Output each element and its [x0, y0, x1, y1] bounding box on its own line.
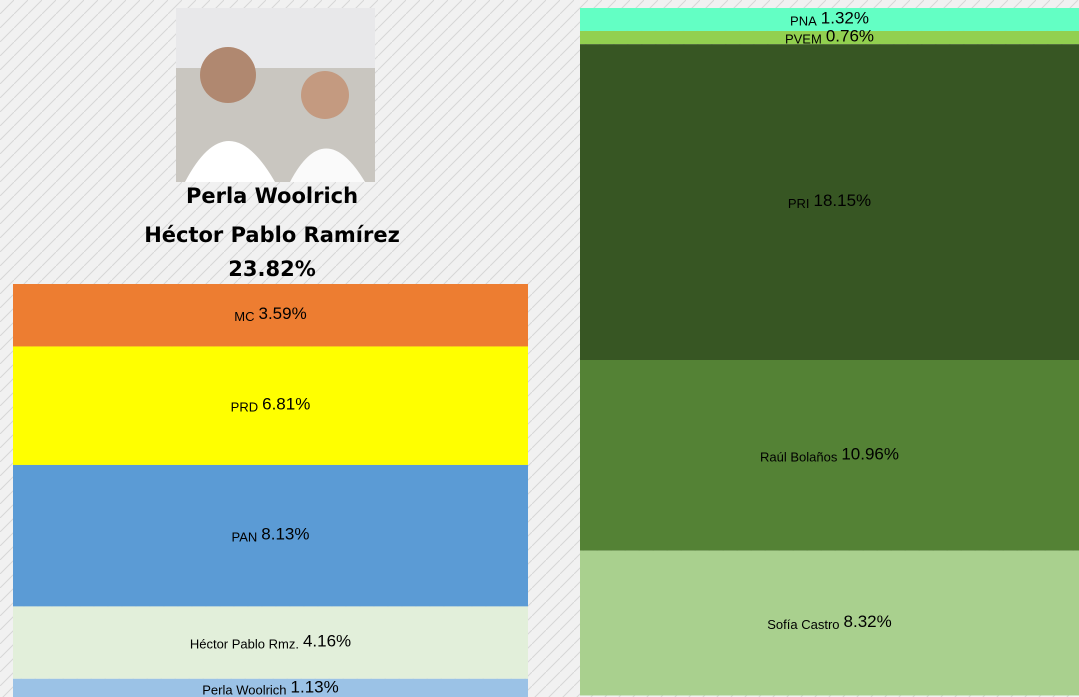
segment-name: Raúl Bolaños [760, 450, 838, 465]
segment-value: 4.16% [303, 632, 351, 651]
segment-value: 6.81% [262, 395, 310, 414]
segment-name: PAN [232, 530, 258, 545]
segment-value: 8.32% [844, 613, 892, 632]
segment [580, 8, 1079, 31]
segment-label: PAN 8.13% [232, 525, 310, 545]
segment [580, 550, 1079, 696]
segment [13, 678, 528, 697]
segment [580, 30, 1079, 45]
segment [13, 464, 528, 607]
segment-name: PVEM [785, 32, 822, 47]
header-line: Héctor Pablo Ramírez [144, 223, 400, 247]
segment-name: Héctor Pablo Rmz. [190, 637, 299, 652]
segment [580, 44, 1079, 361]
segment-value: 1.13% [291, 678, 339, 697]
segment-value: 8.13% [261, 525, 309, 544]
segment-name: Perla Woolrich [202, 683, 286, 697]
segment [580, 360, 1079, 551]
segment-label: PVEM 0.76% [785, 27, 874, 47]
photo [176, 8, 375, 182]
header-line: Perla Woolrich [186, 184, 358, 208]
segment-label: PRI 18.15% [788, 192, 871, 212]
segment-label: PRD 6.81% [231, 395, 311, 415]
segment-name: PRD [231, 400, 258, 415]
segment-value: 1.32% [821, 9, 869, 28]
segment [13, 606, 528, 679]
segment-name: Sofía Castro [767, 618, 839, 633]
segment-name: MC [234, 310, 254, 325]
segment [13, 346, 528, 465]
segment-label: MC 3.59% [234, 305, 306, 325]
segment-label: Héctor Pablo Rmz. 4.16% [190, 632, 351, 652]
segment-value: 10.96% [841, 445, 899, 464]
segment-label: PNA 1.32% [790, 9, 869, 29]
segment-name: PRI [788, 197, 810, 212]
segment-value: 3.59% [259, 305, 307, 324]
segment-value: 0.76% [826, 27, 874, 46]
segment [13, 284, 528, 347]
segment-label: Sofía Castro 8.32% [767, 613, 891, 633]
segment-name: PNA [790, 14, 817, 29]
segment-value: 18.15% [814, 192, 872, 211]
segment-label: Raúl Bolaños 10.96% [760, 445, 899, 465]
total-label: 23.82% [228, 257, 315, 281]
segment-label: Perla Woolrich 1.13% [202, 678, 339, 697]
